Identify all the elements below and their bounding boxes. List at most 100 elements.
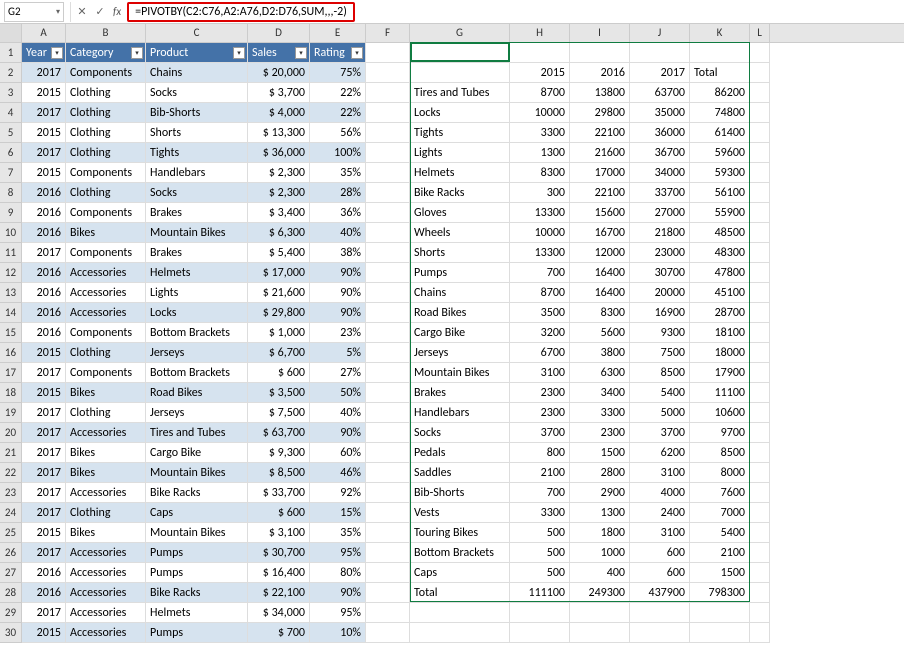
row-header[interactable]: 14 — [0, 303, 22, 323]
pivot-row-label[interactable]: Chains — [410, 283, 510, 303]
table-header-rating[interactable]: Rating▾ — [310, 43, 366, 63]
table-cell-category[interactable]: Clothing — [66, 123, 146, 143]
pivot-value[interactable]: 17900 — [690, 363, 750, 383]
table-cell-year[interactable]: 2015 — [22, 163, 66, 183]
table-cell-year[interactable]: 2017 — [22, 463, 66, 483]
empty-cell[interactable] — [750, 303, 770, 323]
row-header[interactable]: 17 — [0, 363, 22, 383]
empty-cell[interactable] — [410, 43, 510, 63]
pivot-value[interactable]: 59600 — [690, 143, 750, 163]
pivot-value[interactable]: 13800 — [570, 83, 630, 103]
pivot-value[interactable]: 3700 — [510, 423, 570, 443]
table-cell-sales[interactable]: $ 5,400 — [248, 243, 310, 263]
pivot-col-header[interactable]: 2017 — [630, 63, 690, 83]
empty-cell[interactable] — [366, 503, 410, 523]
row-header[interactable]: 30 — [0, 623, 22, 643]
pivot-row-label[interactable]: Tires and Tubes — [410, 83, 510, 103]
empty-cell[interactable] — [750, 523, 770, 543]
empty-cell[interactable] — [690, 623, 750, 643]
empty-cell[interactable] — [410, 623, 510, 643]
table-cell-sales[interactable]: $ 22,100 — [248, 583, 310, 603]
empty-cell[interactable] — [570, 43, 630, 63]
table-cell-rating[interactable]: 36% — [310, 203, 366, 223]
empty-cell[interactable] — [750, 583, 770, 603]
table-cell-sales[interactable]: $ 20,000 — [248, 63, 310, 83]
pivot-value[interactable]: 1300 — [570, 503, 630, 523]
pivot-value[interactable]: 7000 — [690, 503, 750, 523]
empty-cell[interactable] — [750, 443, 770, 463]
pivot-value[interactable]: 3100 — [630, 523, 690, 543]
empty-cell[interactable] — [366, 343, 410, 363]
row-header[interactable]: 28 — [0, 583, 22, 603]
empty-cell[interactable] — [750, 623, 770, 643]
pivot-value[interactable]: 2300 — [570, 423, 630, 443]
empty-cell[interactable] — [366, 183, 410, 203]
table-cell-product[interactable]: Helmets — [146, 603, 248, 623]
table-header-year[interactable]: Year▾ — [22, 43, 66, 63]
empty-cell[interactable] — [366, 323, 410, 343]
table-header-product[interactable]: Product▾ — [146, 43, 248, 63]
table-cell-year[interactable]: 2017 — [22, 363, 66, 383]
table-cell-category[interactable]: Components — [66, 243, 146, 263]
pivot-value[interactable]: 18000 — [690, 343, 750, 363]
empty-cell[interactable] — [570, 623, 630, 643]
row-header[interactable]: 25 — [0, 523, 22, 543]
empty-cell[interactable] — [366, 223, 410, 243]
table-cell-rating[interactable]: 56% — [310, 123, 366, 143]
row-header[interactable]: 20 — [0, 423, 22, 443]
row-header[interactable]: 2 — [0, 63, 22, 83]
pivot-value[interactable]: 3400 — [570, 383, 630, 403]
pivot-value[interactable]: 8000 — [690, 463, 750, 483]
pivot-value[interactable]: 74800 — [690, 103, 750, 123]
pivot-value[interactable]: 63700 — [630, 83, 690, 103]
row-header[interactable]: 26 — [0, 543, 22, 563]
table-cell-category[interactable]: Accessories — [66, 303, 146, 323]
table-cell-year[interactable]: 2017 — [22, 243, 66, 263]
pivot-row-label[interactable]: Helmets — [410, 163, 510, 183]
pivot-row-label[interactable]: Socks — [410, 423, 510, 443]
empty-cell[interactable] — [510, 603, 570, 623]
pivot-value[interactable]: 3100 — [630, 463, 690, 483]
table-cell-product[interactable]: Cargo Bike — [146, 443, 248, 463]
table-cell-product[interactable]: Tires and Tubes — [146, 423, 248, 443]
table-cell-rating[interactable]: 75% — [310, 63, 366, 83]
table-cell-category[interactable]: Accessories — [66, 543, 146, 563]
row-header[interactable]: 18 — [0, 383, 22, 403]
table-cell-sales[interactable]: $ 34,000 — [248, 603, 310, 623]
table-cell-rating[interactable]: 50% — [310, 383, 366, 403]
col-header-C[interactable]: C — [146, 24, 248, 42]
empty-cell[interactable] — [630, 43, 690, 63]
pivot-row-label[interactable]: Lights — [410, 143, 510, 163]
pivot-value[interactable]: 13300 — [510, 203, 570, 223]
table-cell-year[interactable]: 2016 — [22, 563, 66, 583]
table-cell-rating[interactable]: 15% — [310, 503, 366, 523]
empty-cell[interactable] — [750, 363, 770, 383]
empty-cell[interactable] — [750, 463, 770, 483]
pivot-value[interactable]: 249300 — [570, 583, 630, 603]
pivot-value[interactable]: 7600 — [690, 483, 750, 503]
pivot-value[interactable]: 5600 — [570, 323, 630, 343]
table-cell-year[interactable]: 2017 — [22, 603, 66, 623]
table-cell-sales[interactable]: $ 9,300 — [248, 443, 310, 463]
table-cell-product[interactable]: Mountain Bikes — [146, 523, 248, 543]
pivot-value[interactable]: 400 — [570, 563, 630, 583]
table-cell-product[interactable]: Shorts — [146, 123, 248, 143]
pivot-row-label[interactable]: Bib-Shorts — [410, 483, 510, 503]
table-cell-year[interactable]: 2017 — [22, 423, 66, 443]
table-cell-sales[interactable]: $ 3,700 — [248, 83, 310, 103]
cancel-icon[interactable]: ✕ — [73, 3, 91, 21]
row-header[interactable]: 29 — [0, 603, 22, 623]
empty-cell[interactable] — [366, 483, 410, 503]
table-cell-year[interactable]: 2017 — [22, 63, 66, 83]
empty-cell[interactable] — [366, 283, 410, 303]
pivot-value[interactable]: 3300 — [510, 503, 570, 523]
row-header[interactable]: 11 — [0, 243, 22, 263]
pivot-value[interactable]: 500 — [510, 543, 570, 563]
table-cell-rating[interactable]: 80% — [310, 563, 366, 583]
table-cell-rating[interactable]: 90% — [310, 583, 366, 603]
pivot-value[interactable]: 3500 — [510, 303, 570, 323]
table-cell-product[interactable]: Mountain Bikes — [146, 223, 248, 243]
col-header-B[interactable]: B — [66, 24, 146, 42]
table-cell-rating[interactable]: 90% — [310, 423, 366, 443]
table-cell-category[interactable]: Components — [66, 323, 146, 343]
